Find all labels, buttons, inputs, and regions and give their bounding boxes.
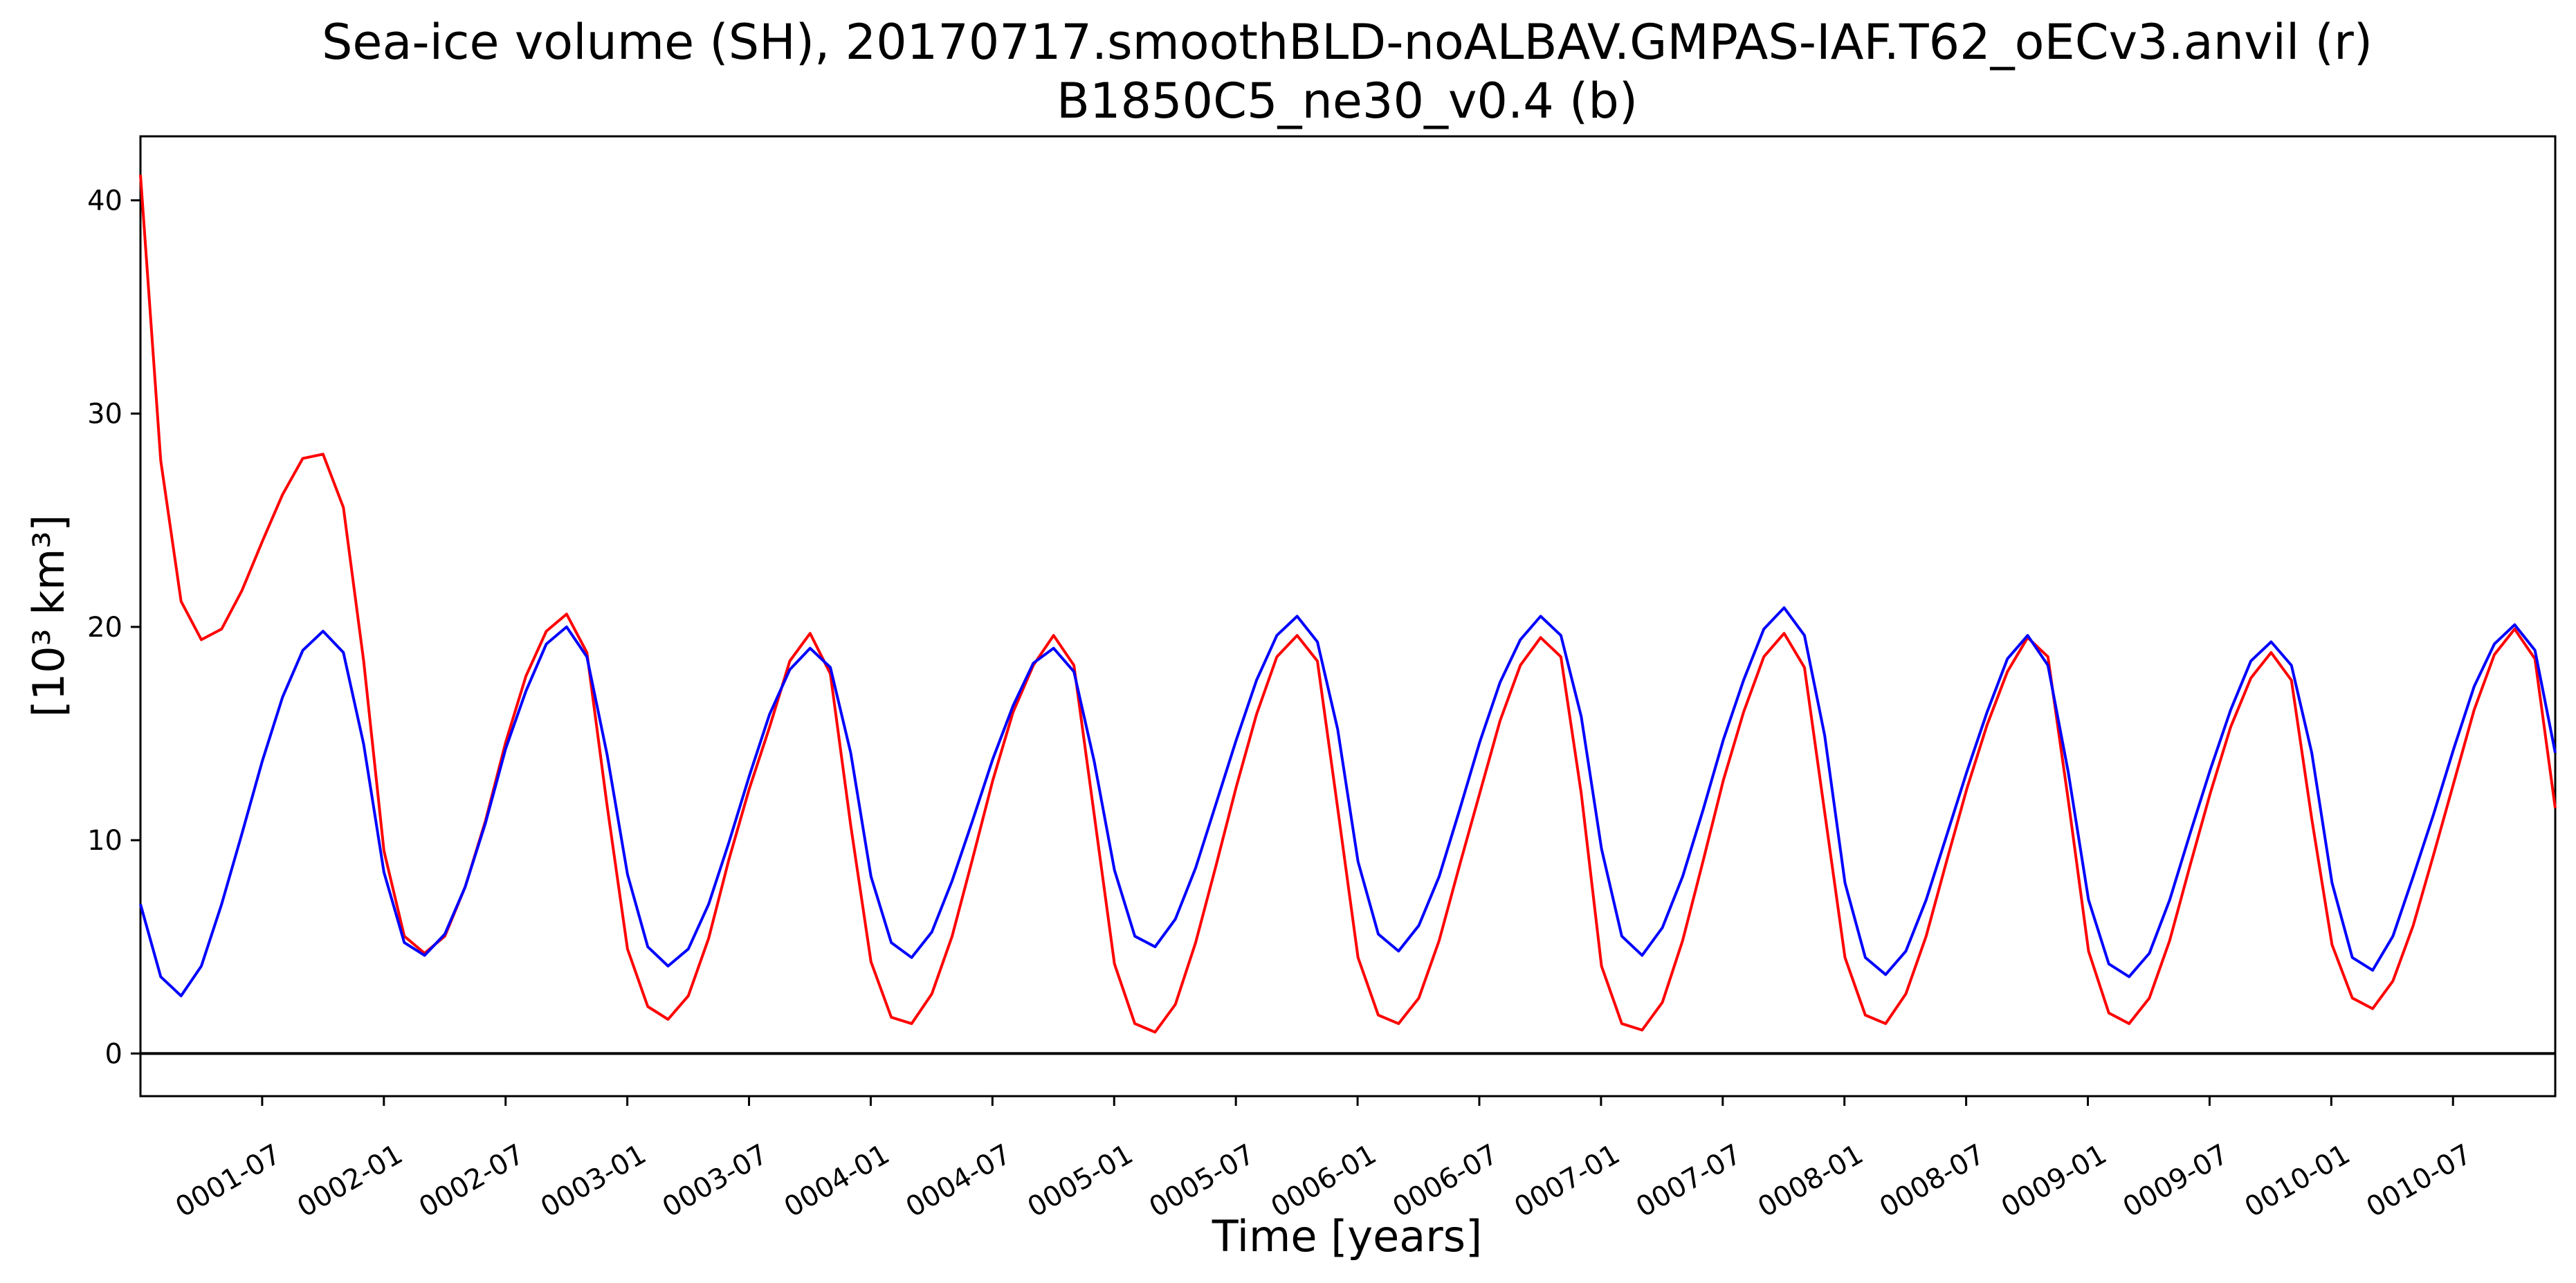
series-layer — [139, 174, 2557, 1034]
y-tick-label: 30 — [87, 399, 122, 430]
y-axis-ticks: 0 10 20 30 40 — [87, 185, 140, 1070]
x-axis-label: Time [years] — [1212, 1211, 1482, 1262]
plot-frame — [139, 135, 2557, 1098]
chart-title: Sea-ice volume (SH), 20170717.smoothBLD-… — [322, 14, 2373, 71]
y-tick-label: 20 — [87, 612, 122, 644]
series-line-r — [139, 174, 2557, 1034]
y-tick-label: 10 — [87, 825, 122, 857]
plot-area — [139, 135, 2557, 1098]
chart-subtitle: B1850C5_ne30_v0.4 (b) — [1057, 73, 1638, 129]
y-axis-label: [10³ km³] — [24, 515, 74, 718]
y-tick-label: 0 — [105, 1038, 122, 1070]
series-line-b — [139, 606, 2557, 998]
y-tick-label: 40 — [87, 185, 122, 217]
